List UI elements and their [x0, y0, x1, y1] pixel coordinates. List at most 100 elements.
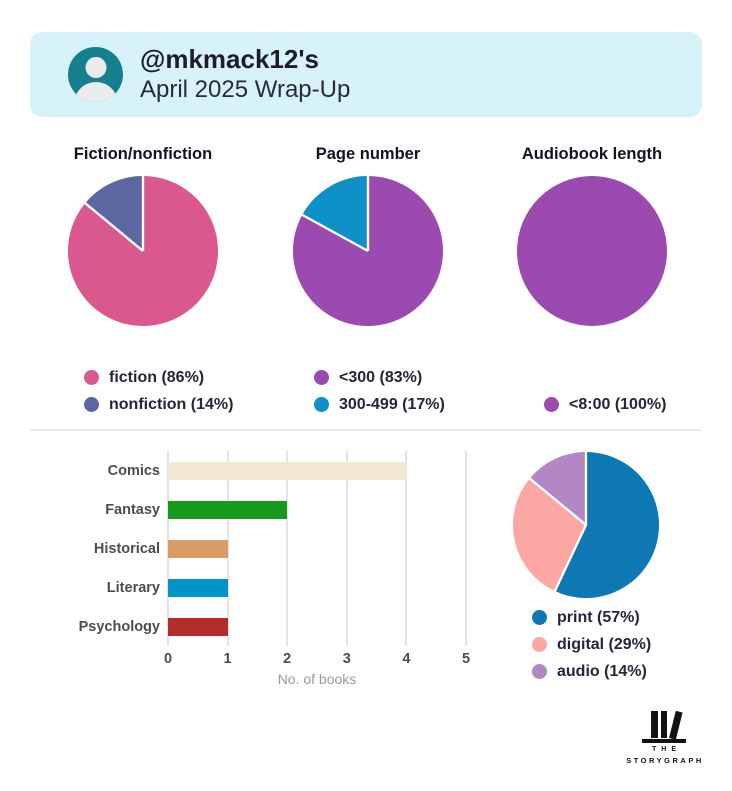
page_number-pie-svg [292, 176, 443, 326]
legend-item-nonfiction: nonfiction (14%) [84, 391, 233, 418]
pie-slice-300-499 [302, 176, 368, 251]
legend-dot-icon [532, 610, 547, 625]
audiobook-length-pie [480, 164, 704, 331]
x-axis-tick-5: 5 [461, 651, 471, 667]
storygraph-books-icon [647, 710, 683, 740]
legend-dot-icon [314, 397, 329, 412]
legend-label: <8:00 (100%) [569, 395, 667, 413]
legend-item-digital: digital (29%) [532, 631, 651, 658]
x-axis-tick-0: 0 [163, 651, 173, 667]
bar-chart-x-axis: 0 1 2 3 4 5 [164, 651, 470, 669]
page-number-chart: Page number [258, 145, 478, 331]
legend-label: nonfiction (14%) [109, 395, 234, 413]
bar-track [168, 490, 466, 529]
pie-slice-separator [301, 213, 369, 253]
section-divider [30, 429, 702, 431]
wrapup-subtitle: April 2025 Wrap-Up [140, 76, 351, 103]
storygraph-logo: THE STORYGRAPH [624, 710, 704, 765]
bar-category-label: Fantasy [105, 501, 160, 518]
format-pie-svg [512, 452, 660, 598]
logo-shelf-bar [642, 739, 686, 743]
genre-bar-chart: Comics Fantasy Historical Literary Psycholog… [30, 451, 470, 687]
page-number-legend: <300 (83%) 300-499 (17%) [314, 364, 445, 418]
bar-chart-plot-area: Comics Fantasy Historical Literary Psycholog… [30, 451, 467, 646]
gridline-x-5 [465, 451, 467, 646]
book-spine-2 [660, 711, 667, 738]
avatar-head-shape [85, 57, 106, 78]
bar-comics [168, 461, 407, 480]
bar-row-fantasy: Fantasy [30, 490, 466, 529]
fiction-nonfiction-legend: fiction (86%) nonfiction (14%) [84, 364, 233, 418]
gridline-x-3 [345, 451, 348, 646]
bar-category-label: Literary [106, 579, 160, 596]
bar-category-label: Psychology [78, 618, 160, 635]
bar-track [168, 529, 466, 568]
pie-slice-print [554, 452, 660, 598]
legend-dot-icon [84, 397, 99, 412]
legend-label: audio (14%) [557, 662, 647, 680]
header-title-block: @mkmack12's April 2025 Wrap-Up [140, 44, 350, 105]
bar-track [168, 568, 466, 607]
header-card: @mkmack12's April 2025 Wrap-Up [30, 32, 702, 117]
pie-slice-separator [529, 477, 587, 526]
x-axis-tick-4: 4 [402, 651, 411, 667]
bar-fantasy [168, 500, 288, 519]
legend-label: fiction (86%) [109, 368, 205, 386]
pie-slice-separator [553, 524, 588, 592]
legend-item-fiction: fiction (86%) [84, 364, 233, 391]
chart-title-fiction-nonfiction: Fiction/nonfiction [73, 145, 213, 163]
legend-item-<8:00: <8:00 (100%) [544, 391, 666, 418]
pie-slice-nonfiction [85, 176, 143, 251]
format-pie [512, 452, 660, 598]
legend-label: print (57%) [557, 608, 640, 626]
pie-slice-audio [529, 452, 586, 525]
bar-category-label: Historical [93, 540, 160, 557]
logo-text-the: THE [652, 746, 681, 753]
format-legend: print (57%) digital (29%) audio (14%) [532, 604, 651, 685]
bar-historical [168, 539, 228, 558]
bar-category-label: Comics [107, 462, 160, 479]
legend-dot-icon [532, 637, 547, 652]
bar-row-literary: Literary [30, 568, 466, 607]
username-title: @mkmack12's [140, 44, 319, 74]
user-avatar-icon [68, 47, 123, 102]
legend-dot-icon [314, 370, 329, 385]
fiction-nonfiction-chart: Fiction/nonfiction [33, 145, 253, 331]
bar-psychology [168, 617, 228, 636]
legend-item-<300: <300 (83%) [314, 364, 445, 391]
legend-item-audio: audio (14%) [532, 658, 651, 685]
x-axis-tick-2: 2 [283, 651, 292, 667]
bar-track [168, 451, 466, 490]
bar-literary [168, 578, 228, 597]
legend-dot-icon [544, 397, 559, 412]
legend-dot-icon [84, 370, 99, 385]
audiobook-length-legend: <8:00 (100%) [544, 391, 666, 418]
bar-row-historical: Historical [30, 529, 466, 568]
legend-label: digital (29%) [557, 635, 652, 653]
audiobook_length-pie-svg [517, 176, 667, 326]
bar-chart-rows: Comics Fantasy Historical Literary Psycholog… [30, 451, 466, 646]
legend-dot-icon [532, 664, 547, 679]
chart-title-page-number: Page number [315, 145, 421, 163]
page-number-pie [258, 164, 478, 331]
legend-item-print: print (57%) [532, 604, 651, 631]
avatar-shoulders-shape [73, 82, 118, 102]
pie-slice-separator [84, 202, 144, 252]
legend-label: <300 (83%) [339, 368, 423, 386]
legend-item-300-499: 300-499 (17%) [314, 391, 445, 418]
pie-slice-<8:00 [517, 176, 667, 326]
gridline-x-1 [226, 451, 229, 646]
gridline-x-2 [286, 451, 289, 646]
book-spine-leaning [669, 710, 683, 740]
logo-text-storygraph: STORYGRAPH [626, 756, 704, 765]
gridline-x-4 [405, 451, 408, 646]
bar-chart-x-axis-title: No. of books [277, 671, 357, 687]
audiobook-length-chart: Audiobook length [480, 145, 704, 331]
bar-row-comics: Comics [30, 451, 466, 490]
x-axis-tick-1: 1 [223, 651, 232, 667]
book-spine-1 [651, 711, 658, 738]
bar-track [168, 607, 466, 646]
chart-title-audiobook-length: Audiobook length [521, 145, 663, 163]
fiction-nonfiction-pie [33, 164, 253, 331]
